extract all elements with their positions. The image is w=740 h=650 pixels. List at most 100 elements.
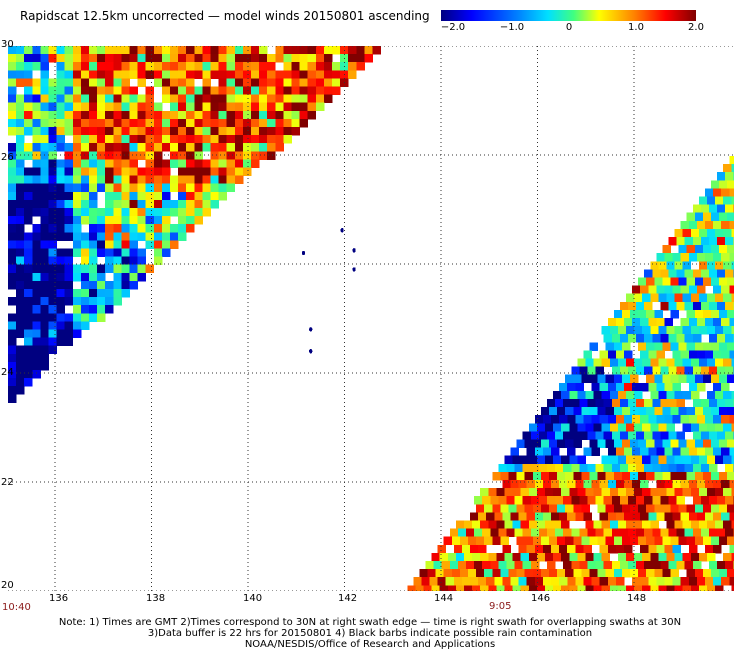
- wind-cell: [500, 536, 509, 546]
- wind-cell: [332, 78, 341, 87]
- wind-cell: [587, 366, 596, 376]
- wind-cell: [717, 269, 726, 278]
- wind-cell: [16, 143, 25, 152]
- wind-cell: [615, 512, 625, 521]
- wind-cell: [528, 552, 538, 562]
- wind-cell: [161, 62, 171, 71]
- wind-cell: [218, 159, 228, 168]
- wind-cell: [40, 345, 49, 355]
- wind-cell: [553, 585, 562, 591]
- wind-cell: [48, 305, 57, 314]
- wind-cell: [613, 504, 623, 513]
- wind-cell: [121, 240, 130, 249]
- wind-cell: [226, 70, 236, 79]
- wind-cell: [32, 305, 41, 314]
- wind-cell: [267, 102, 276, 112]
- wind-cell: [105, 46, 114, 55]
- wind-cell: [644, 334, 653, 343]
- wind-cell: [64, 54, 74, 63]
- wind-cell: [186, 191, 195, 201]
- wind-cell: [161, 86, 171, 95]
- wind-cell: [8, 240, 17, 249]
- lon-tick-138: 138: [146, 593, 166, 604]
- wind-cell: [348, 70, 357, 79]
- wind-cell: [664, 285, 673, 295]
- wind-cell: [299, 110, 309, 120]
- wind-cell: [520, 552, 530, 562]
- wind-cell: [624, 382, 633, 392]
- wind-cell: [283, 62, 292, 71]
- wind-cell: [161, 199, 171, 209]
- wind-cell: [186, 86, 195, 95]
- wind-cell: [97, 94, 106, 104]
- wind-cell: [161, 159, 171, 168]
- wind-cell: [573, 471, 582, 481]
- wind-cell: [715, 228, 724, 238]
- wind-cell: [178, 46, 187, 55]
- wind-cell: [686, 504, 696, 513]
- wind-cell: [713, 318, 722, 327]
- wind-cell: [64, 151, 74, 160]
- wind-cell: [621, 471, 631, 481]
- wind-cell: [725, 334, 734, 343]
- wind-cell: [516, 504, 526, 513]
- wind-cell: [48, 151, 57, 160]
- wind-cell: [551, 415, 560, 424]
- wind-cell: [48, 54, 57, 63]
- wind-cell: [607, 382, 617, 392]
- wind-cell: [615, 318, 625, 327]
- wind-cell: [536, 455, 546, 465]
- wind-cell: [532, 504, 542, 513]
- wind-cell: [514, 561, 524, 570]
- wind-cell: [89, 110, 98, 120]
- wind-cell: [40, 46, 49, 55]
- wind-cell: [719, 569, 728, 578]
- wind-cell: [646, 309, 655, 319]
- wind-cell: [24, 102, 33, 112]
- wind-cell: [194, 199, 203, 209]
- wind-cell: [698, 455, 708, 465]
- wind-cell: [89, 54, 98, 63]
- wind-cell: [721, 220, 730, 230]
- wind-cell: [105, 102, 114, 112]
- wind-cell: [186, 78, 195, 87]
- wind-cell: [690, 520, 700, 529]
- wind-cell: [472, 585, 481, 591]
- wind-cell: [56, 110, 66, 120]
- wind-cell: [16, 46, 25, 55]
- wind-cell: [299, 46, 309, 55]
- wind-cell: [267, 54, 276, 63]
- wind-cell: [585, 390, 594, 400]
- wind-cell: [97, 143, 106, 152]
- wind-cell: [713, 480, 722, 489]
- wind-cell: [145, 216, 155, 225]
- wind-cell: [686, 342, 696, 351]
- wind-cell: [690, 455, 700, 465]
- wind-cell: [113, 94, 122, 104]
- wind-cell: [464, 552, 473, 562]
- wind-cell: [16, 280, 25, 290]
- wind-cell: [646, 439, 655, 448]
- wind-cell: [8, 143, 17, 152]
- wind-cell: [48, 297, 57, 306]
- wind-cell: [709, 399, 718, 408]
- wind-cell: [105, 297, 114, 306]
- wind-cell: [654, 504, 663, 513]
- wind-cell: [145, 264, 155, 274]
- wind-cell: [632, 512, 641, 521]
- wind-cell: [702, 471, 712, 481]
- wind-cell: [526, 512, 536, 521]
- wind-cell: [538, 528, 548, 538]
- wind-cell: [97, 86, 106, 95]
- wind-cell: [731, 261, 734, 270]
- wind-cell: [242, 62, 252, 71]
- wind-cell: [658, 552, 667, 562]
- wind-cell: [530, 431, 540, 440]
- lat-tick-24: 24: [1, 367, 14, 378]
- wind-cell: [640, 350, 649, 359]
- wind-cell: [731, 228, 734, 238]
- wind-cell: [447, 552, 457, 562]
- wind-cell: [113, 280, 122, 290]
- wind-cell: [226, 175, 236, 185]
- wind-cell: [97, 62, 106, 71]
